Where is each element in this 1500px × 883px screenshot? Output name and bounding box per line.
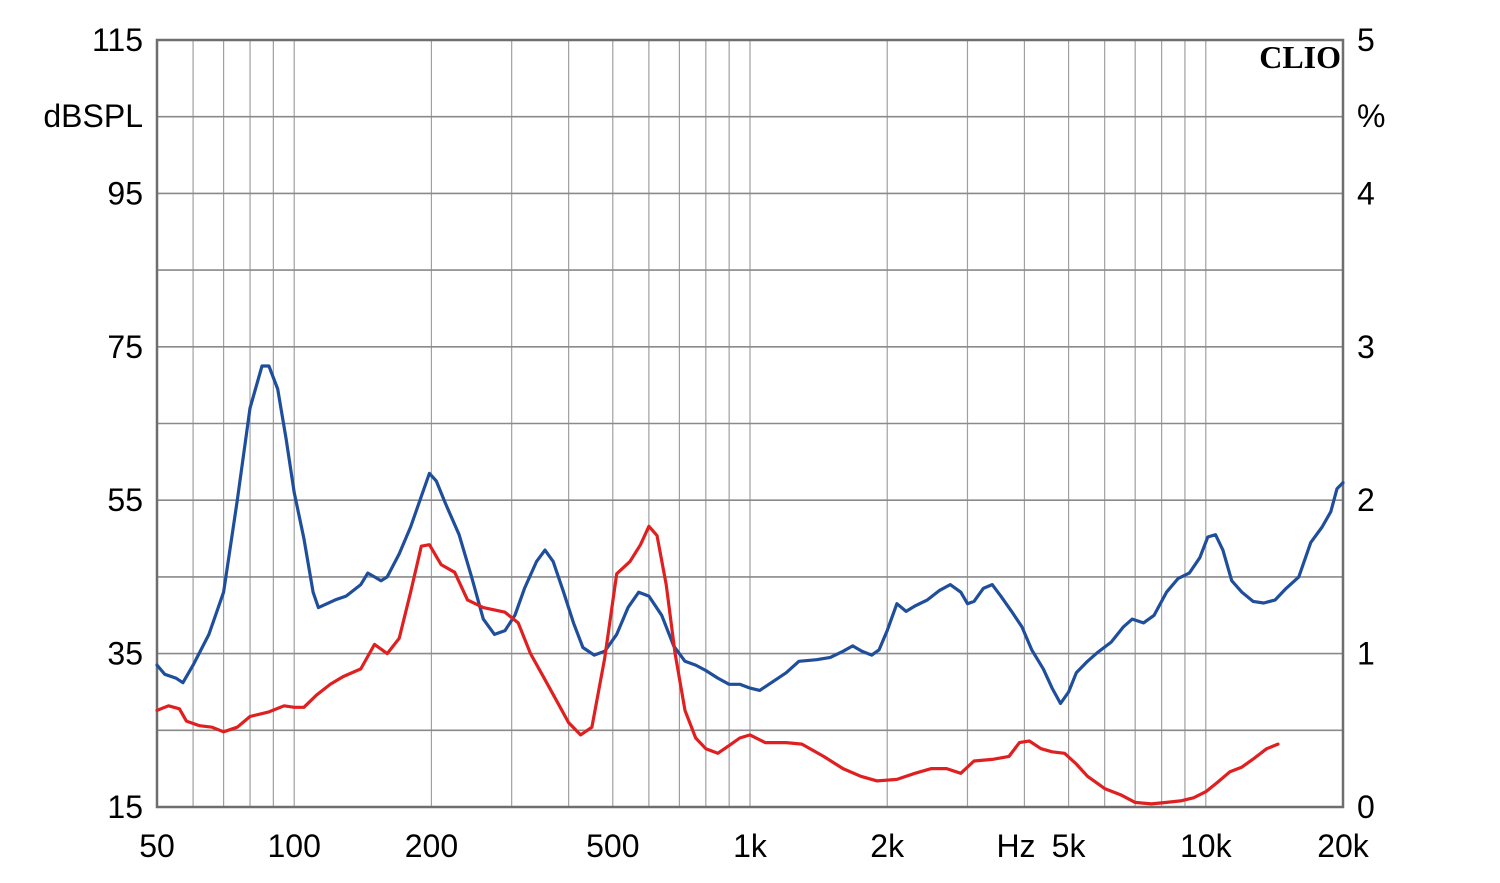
x-tick-label: 200 — [405, 828, 458, 864]
left-tick-label: 35 — [107, 636, 143, 672]
distortion-series-line — [155, 524, 1280, 806]
x-tick-label: 1k — [733, 828, 768, 864]
right-tick-label: 4 — [1357, 175, 1375, 211]
right-tick-label: 1 — [1357, 636, 1375, 672]
plot-frame — [155, 38, 1345, 809]
data-series — [155, 364, 1345, 806]
spl-series-line — [155, 364, 1345, 706]
x-axis-unit: Hz — [996, 828, 1035, 864]
right-tick-label: 3 — [1357, 329, 1375, 365]
x-tick-label: 100 — [268, 828, 321, 864]
axis-labels: 50 100 200 500 1k 2k 5k 10k 20k 115 95 75 55 35 15 5 4 3 2… — [92, 22, 1375, 864]
left-tick-label: 15 — [107, 789, 143, 825]
right-tick-label: 0 — [1357, 789, 1375, 825]
x-tick-label: 500 — [586, 828, 639, 864]
grid-lines — [157, 40, 1343, 807]
left-tick-label: 95 — [107, 175, 143, 211]
x-tick-label: 50 — [139, 828, 175, 864]
right-tick-label: 2 — [1357, 482, 1375, 518]
x-tick-label: 5k — [1052, 828, 1087, 864]
x-tick-label: 20k — [1317, 828, 1370, 864]
right-tick-label: 5 — [1357, 22, 1375, 58]
x-tick-label: 10k — [1180, 828, 1233, 864]
right-axis-unit: % — [1357, 98, 1385, 134]
left-axis-unit: dBSPL — [43, 98, 143, 134]
brand-logo-text: CLIO — [1259, 39, 1341, 75]
x-tick-label: 2k — [870, 828, 905, 864]
left-tick-label: 55 — [107, 482, 143, 518]
left-tick-label: 75 — [107, 329, 143, 365]
left-tick-label: 115 — [92, 22, 143, 58]
